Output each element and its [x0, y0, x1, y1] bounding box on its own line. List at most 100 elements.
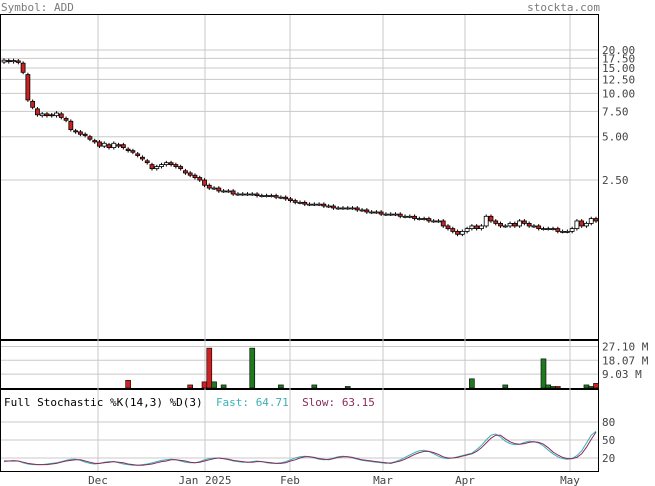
price-tick-label: 5.00: [602, 131, 629, 144]
candle-body: [25, 74, 31, 101]
candle-body: [550, 228, 556, 231]
x-tick-label: Jan 2025: [179, 474, 232, 486]
candle-body: [536, 225, 542, 230]
candle-body: [464, 228, 470, 232]
candle-body: [20, 62, 26, 73]
x-tick-label: Apr: [455, 474, 475, 486]
candle-body: [588, 218, 594, 224]
candle-body: [39, 113, 45, 117]
candle-body: [326, 205, 332, 208]
candle-body: [555, 228, 561, 232]
candle-body: [502, 225, 508, 228]
candle-body: [541, 228, 546, 231]
candle-body: [130, 150, 136, 153]
volume-bar: [540, 358, 547, 389]
panel-frames: [0, 14, 599, 472]
candle-body: [469, 225, 475, 230]
candle-body: [264, 195, 269, 197]
volume-bar: [469, 378, 475, 389]
candle-body: [331, 205, 336, 209]
volume-bar: [125, 380, 131, 389]
candle-body: [225, 190, 231, 193]
candle-body: [206, 184, 212, 189]
candle-body: [259, 195, 265, 197]
candle-body: [168, 162, 174, 166]
candle-body: [273, 195, 279, 198]
volume-bar: [583, 384, 590, 389]
candle-body: [192, 174, 198, 178]
candle-body: [311, 203, 317, 206]
candle-body: [302, 201, 308, 205]
candle-body: [517, 220, 523, 227]
candle-body: [230, 190, 236, 195]
candle-body: [15, 60, 21, 63]
volume-tick-label: 27.10 M: [602, 340, 649, 353]
candle-body: [378, 211, 384, 215]
slow-value: 63.15: [341, 396, 375, 409]
candle-body: [350, 207, 355, 210]
candle-body: [140, 156, 145, 160]
volume-tick-label: 18.07 M: [602, 354, 649, 367]
stochastic-header: Full Stochastic %K(14,3) %D(3) Fast: 64.…: [4, 396, 375, 409]
stochastic-tick-label: 80: [602, 416, 615, 429]
candle-body: [426, 218, 432, 222]
fast-value: 64.71: [255, 396, 289, 409]
candle-body: [316, 203, 322, 206]
x-tick-label: Dec: [88, 474, 108, 486]
candle-body: [354, 207, 360, 211]
volume-bar: [550, 386, 556, 389]
candle-body: [321, 203, 327, 207]
x-tick-label: Mar: [373, 474, 393, 486]
candle-body: [459, 230, 465, 235]
candle-body: [77, 131, 83, 135]
candle-body: [340, 207, 346, 210]
volume-bar: [187, 384, 193, 389]
candle-body: [221, 190, 227, 193]
candle-body: [240, 193, 246, 196]
volume-bar: [588, 386, 595, 389]
candle-body: [545, 228, 551, 231]
volume-bar: [211, 381, 217, 389]
candle-body: [92, 140, 98, 143]
volume-bar: [201, 381, 208, 389]
candle-body: [87, 136, 93, 140]
candle-body: [560, 230, 565, 233]
candle-body: [455, 230, 460, 235]
candle-body: [44, 113, 50, 117]
candle-body: [521, 220, 527, 224]
candle-body: [512, 222, 518, 227]
price-tick-label: 17.50: [602, 52, 635, 65]
candle-body: [593, 218, 599, 222]
candle-body: [507, 222, 513, 227]
stochastic-tick-label: 20: [602, 452, 615, 465]
candle-body: [483, 215, 489, 227]
candle-body: [479, 225, 484, 230]
x-tick-label: May: [560, 474, 580, 486]
candle-body: [345, 207, 351, 210]
candle-body: [268, 195, 274, 197]
fast-label: Fast:: [215, 396, 250, 409]
symbol-label: Symbol: ADD: [1, 1, 74, 14]
candle-body: [178, 166, 184, 170]
candle-body: [235, 193, 241, 196]
price-panel-frame: [0, 14, 599, 340]
candle-body: [101, 142, 107, 147]
candle-body: [68, 120, 74, 131]
volume-bar: [344, 386, 351, 389]
candle-body: [173, 164, 179, 167]
candle-body: [58, 113, 64, 118]
volume-bar: [278, 384, 284, 389]
candle-body: [82, 133, 88, 136]
candle-body: [125, 148, 131, 152]
volume-bar: [502, 384, 509, 389]
candle-body: [187, 172, 193, 176]
candle-body: [106, 144, 112, 149]
candle-body: [297, 201, 303, 204]
candle-body: [54, 112, 59, 117]
candle-body: [292, 200, 298, 203]
stochastic-lines: [3, 430, 597, 466]
candle-body: [197, 177, 203, 181]
candle-body: [120, 144, 126, 149]
candle-body: [49, 114, 55, 117]
